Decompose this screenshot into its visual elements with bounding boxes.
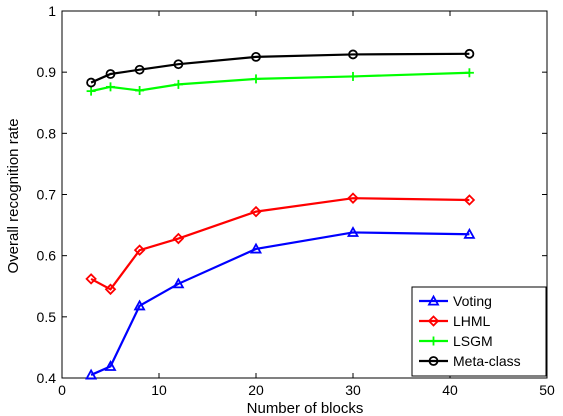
data-point-diamond — [172, 232, 185, 245]
y-tick-label: 0.5 — [37, 309, 57, 325]
data-point-diamond — [347, 192, 359, 204]
series-line-lhml — [90, 197, 470, 291]
series-line-voting — [90, 231, 470, 376]
y-tick-label: 0.6 — [37, 248, 57, 264]
data-point-triangle — [249, 242, 263, 254]
x-axis-label: Number of blocks — [247, 400, 364, 416]
data-point-triangle — [172, 277, 185, 289]
data-point-circle — [105, 69, 116, 79]
legend: Voting LHML LSGM Meta-class — [411, 286, 547, 377]
legend-label: Voting — [453, 293, 492, 309]
data-point-triangle — [104, 360, 117, 371]
data-point-plus — [106, 82, 115, 92]
data-point-triangle — [427, 294, 440, 306]
series-line-meta-class — [90, 52, 470, 84]
data-point-circle — [251, 51, 261, 62]
x-tick-label: 0 — [58, 382, 66, 398]
data-point-diamond — [104, 283, 117, 296]
legend-label: Meta-class — [453, 353, 521, 369]
legend-entry-meta-class: Meta-class — [419, 353, 521, 369]
data-point-diamond — [463, 194, 476, 206]
data-point-plus — [348, 71, 358, 81]
data-point-plus — [135, 86, 145, 96]
x-tick-label: 40 — [442, 382, 458, 398]
y-tick-label: 0.7 — [37, 187, 57, 203]
legend-label: LSGM — [453, 333, 493, 349]
legend-entry-lhml: LHML — [419, 313, 491, 329]
legend-entry-voting: Voting — [419, 293, 492, 309]
data-point-diamond — [133, 244, 146, 256]
data-point-plus — [251, 74, 261, 84]
legend-label: LHML — [453, 313, 491, 329]
x-tick-label: 30 — [345, 382, 361, 398]
data-point-circle — [86, 77, 96, 88]
y-tick-label: 0.8 — [37, 125, 57, 141]
legend-entry-lsgm: LSGM — [419, 333, 493, 349]
data-point-plus — [429, 336, 438, 346]
data-point-triangle — [133, 299, 146, 311]
series-meta-class — [86, 48, 475, 88]
data-point-circle — [134, 64, 145, 75]
data-point-plus — [86, 86, 96, 96]
data-point-circle — [348, 49, 358, 60]
data-point-diamond — [85, 273, 97, 285]
series-lhml — [85, 192, 476, 296]
y-tick-label: 0.9 — [37, 64, 57, 80]
data-point-circle — [428, 356, 439, 366]
data-point-triangle — [463, 227, 476, 239]
y-axis-label: Overall recognition rate — [5, 118, 22, 273]
x-tick-label: 50 — [539, 382, 555, 398]
series-lsgm — [86, 68, 474, 96]
data-point-circle — [173, 59, 184, 70]
y-tick-label: 0.4 — [37, 370, 57, 386]
data-point-circle — [464, 48, 475, 59]
x-tick-label: 10 — [151, 382, 167, 398]
data-point-triangle — [85, 368, 98, 380]
series-layer — [85, 48, 476, 380]
x-axis: 0 10 20 30 40 50 — [58, 11, 555, 398]
data-point-plus — [173, 79, 183, 89]
data-point-plus — [464, 68, 474, 78]
data-point-diamond — [427, 315, 440, 327]
y-axis: 0.4 0.5 0.6 0.7 0.8 0.9 1 — [37, 3, 547, 386]
data-point-triangle — [346, 226, 360, 237]
y-tick-label: 1 — [48, 3, 56, 19]
data-point-diamond — [250, 205, 262, 218]
x-tick-label: 20 — [248, 382, 264, 398]
series-voting — [85, 226, 476, 380]
